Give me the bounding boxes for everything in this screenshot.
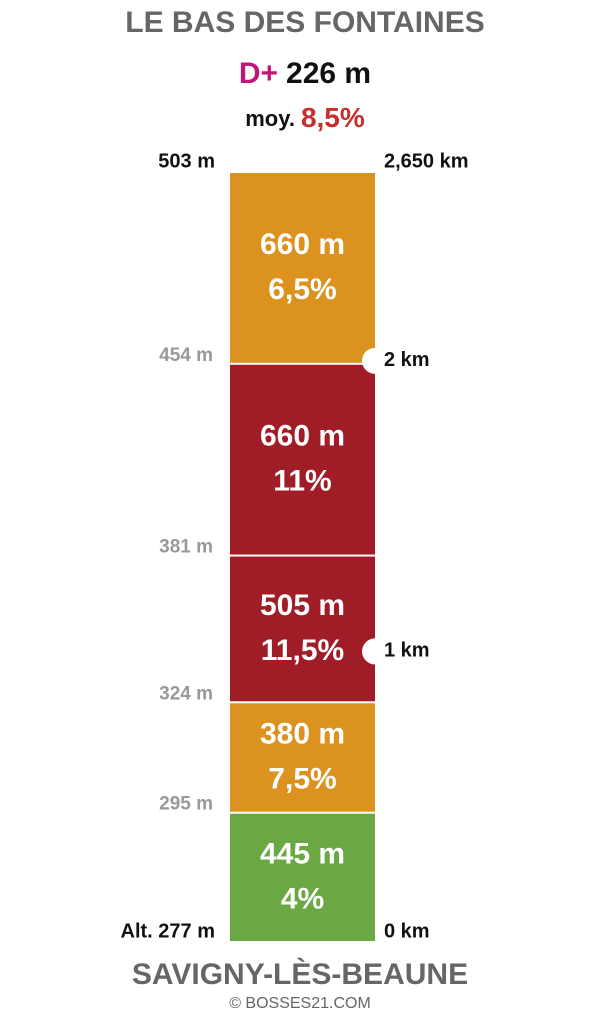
average-grade: moy. 8,5% — [245, 102, 365, 133]
segment-length: 445 m — [260, 837, 345, 870]
end-distance: 2,650 km — [384, 150, 469, 172]
segment — [230, 813, 375, 941]
altitude-label: 295 m — [159, 794, 213, 815]
altitude-label: 324 m — [159, 683, 213, 704]
segment — [230, 556, 375, 702]
d-plus-label: D+ — [239, 57, 278, 90]
top-altitude: 503 m — [158, 150, 215, 172]
segment — [230, 703, 375, 812]
altitude-label: 381 m — [159, 537, 213, 558]
segment-length: 505 m — [260, 589, 345, 622]
km-notch — [362, 347, 388, 374]
start-distance: 0 km — [384, 920, 430, 942]
segment — [230, 173, 375, 363]
average-value: 8,5% — [301, 102, 365, 133]
km-notch — [362, 638, 388, 665]
km-label: 2 km — [384, 349, 430, 371]
segment-length: 380 m — [260, 717, 345, 750]
altitude-label: 454 m — [159, 345, 213, 366]
d-plus-value: 226 m — [286, 57, 371, 90]
segment-grade: 11% — [273, 465, 331, 498]
title: LE BAS DES FONTAINES — [125, 6, 484, 39]
elevation-gain: D+ 226 m — [239, 57, 371, 90]
start-altitude: Alt. 277 m — [121, 920, 215, 942]
credit: © BOSSES21.COM — [229, 995, 371, 1012]
segment — [230, 364, 375, 555]
segment-grade: 6,5% — [268, 273, 336, 306]
average-label: moy. — [245, 106, 295, 131]
segment-length: 660 m — [260, 228, 345, 261]
segment-length: 660 m — [260, 420, 345, 453]
segment-grade: 4% — [281, 882, 324, 915]
km-label: 1 km — [384, 640, 430, 662]
segment-grade: 7,5% — [268, 762, 336, 795]
place: SAVIGNY-LÈS-BEAUNE — [132, 957, 468, 991]
segment-grade: 11,5% — [261, 634, 344, 667]
